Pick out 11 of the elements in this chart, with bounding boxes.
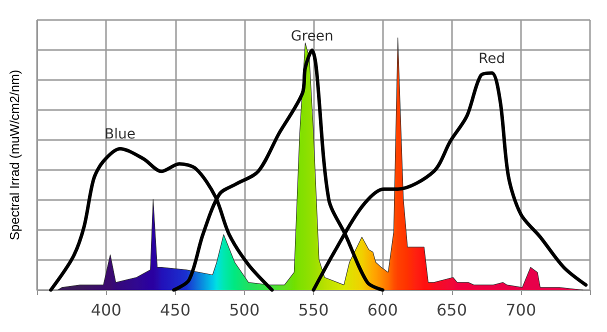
- series-label: Red: [478, 50, 506, 67]
- x-tick-label: 550: [298, 300, 329, 320]
- x-tick-label: 450: [160, 300, 191, 320]
- series-label: Blue: [104, 126, 136, 143]
- series-label: Green: [290, 28, 334, 44]
- x-tick-label: 700: [506, 300, 536, 320]
- x-tick-label: 650: [436, 300, 468, 320]
- y-axis-title: Spectral Irrad (muW/cm2/nm): [7, 70, 22, 240]
- x-tick-label: 500: [229, 300, 260, 320]
- x-tick-label: 400: [90, 300, 122, 320]
- x-tick-label: 600: [367, 300, 398, 320]
